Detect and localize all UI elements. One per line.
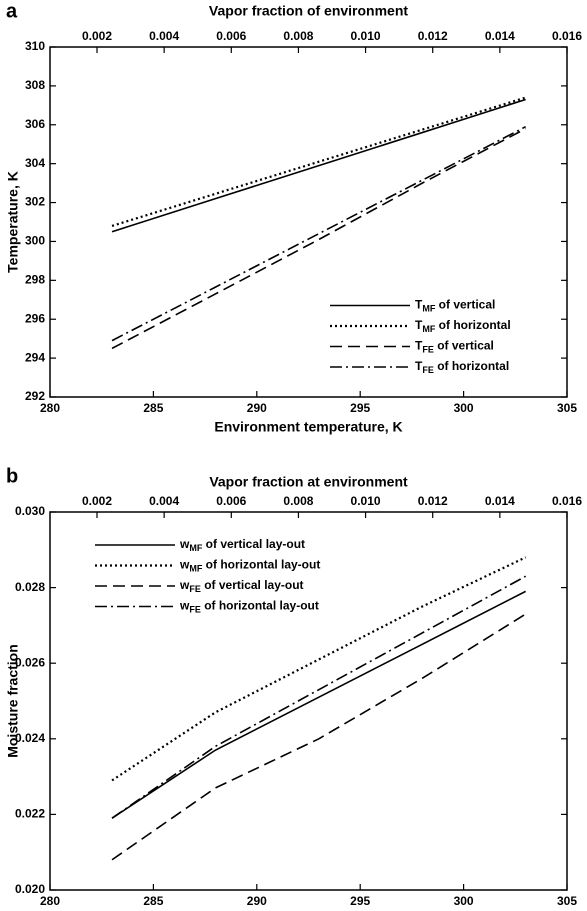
series-line [111, 590, 527, 819]
legend-label: wMF of vertical lay-out [179, 537, 305, 553]
x2-axis-title: Vapor fraction of environment [209, 3, 408, 19]
x2-tick-label: 0.010 [351, 494, 381, 508]
series-line [111, 556, 527, 782]
x2-tick-label: 0.002 [82, 29, 112, 43]
legend-label: wFE of horizontal lay-out [179, 599, 319, 615]
y-tick-label: 0.026 [15, 655, 45, 669]
x2-tick-label: 0.012 [418, 29, 448, 43]
x2-tick-label: 0.012 [418, 494, 448, 508]
y-tick-label: 0.028 [15, 580, 45, 594]
plot-frame [49, 511, 568, 891]
x2-tick-label: 0.004 [149, 494, 179, 508]
x-tick-label: 290 [247, 401, 267, 415]
x2-tick-label: 0.002 [82, 494, 112, 508]
series-line [111, 98, 526, 233]
y-tick-label: 0.030 [15, 504, 45, 518]
series-line [111, 126, 527, 342]
y-tick-label: 308 [25, 78, 45, 92]
y-axis-title: Moisture fraction [5, 644, 21, 758]
y-tick-label: 300 [25, 234, 45, 248]
y-tick-label: 310 [25, 39, 45, 53]
series-line [111, 613, 527, 861]
x-tick-label: 290 [247, 894, 267, 908]
y-tick-label: 296 [25, 311, 45, 325]
y-tick-label: 294 [25, 350, 45, 364]
x2-tick-label: 0.014 [485, 494, 515, 508]
x2-tick-label: 0.010 [351, 29, 381, 43]
y-tick-label: 302 [25, 195, 45, 209]
legend-label: wMF of horizontal lay-out [179, 558, 320, 574]
x2-tick-label: 0.006 [216, 494, 246, 508]
y-tick-label: 304 [25, 156, 45, 170]
x-tick-label: 300 [454, 401, 474, 415]
y-tick-label: 298 [25, 273, 45, 287]
legend-label: TMF of vertical [415, 298, 495, 314]
x2-tick-label: 0.008 [283, 494, 313, 508]
series-line [111, 575, 527, 819]
x-tick-label: 305 [557, 401, 577, 415]
x-tick-label: 305 [557, 894, 577, 908]
y-tick-label: 0.022 [15, 807, 45, 821]
x-tick-label: 295 [350, 894, 370, 908]
x2-tick-label: 0.008 [283, 29, 313, 43]
y-tick-label: 292 [25, 389, 45, 403]
series-line [111, 96, 526, 227]
y-tick-label: 306 [25, 117, 45, 131]
legend-label: wFE of vertical lay-out [179, 578, 304, 594]
x-tick-label: 285 [143, 894, 163, 908]
legend-label: TFE of vertical [415, 339, 494, 355]
legend-label: TFE of horizontal [415, 359, 509, 375]
panel-label: a [6, 0, 18, 22]
x-tick-label: 300 [454, 894, 474, 908]
x-tick-label: 285 [143, 401, 163, 415]
x2-axis-title: Vapor fraction at environment [209, 474, 408, 490]
x2-tick-label: 0.004 [149, 29, 179, 43]
x2-tick-label: 0.006 [216, 29, 246, 43]
x-tick-label: 280 [40, 401, 60, 415]
x-tick-label: 280 [40, 894, 60, 908]
y-axis-title: Temperature, K [5, 171, 21, 273]
y-tick-label: 0.020 [15, 882, 45, 896]
legend-label: TMF of horizontal [415, 318, 511, 334]
x2-tick-label: 0.016 [552, 29, 582, 43]
series-line [111, 127, 527, 350]
x-tick-label: 295 [350, 401, 370, 415]
panel-label: b [6, 465, 18, 487]
y-tick-label: 0.024 [15, 731, 45, 745]
x2-tick-label: 0.016 [552, 494, 582, 508]
plot-frame [49, 46, 568, 398]
x2-tick-label: 0.014 [485, 29, 515, 43]
x-axis-title: Environment temperature, K [214, 419, 402, 435]
